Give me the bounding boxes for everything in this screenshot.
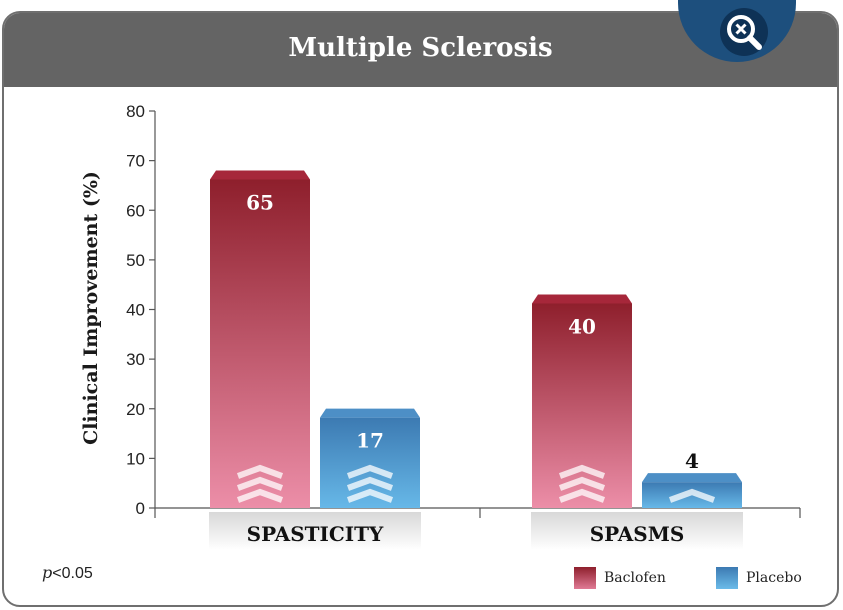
legend-swatch-baclofen xyxy=(574,567,596,589)
y-tick-label: 40 xyxy=(126,301,145,320)
bar-chevron xyxy=(236,488,284,503)
p-symbol: p xyxy=(42,563,53,582)
y-tick-label: 80 xyxy=(126,102,145,121)
data-label: 65 xyxy=(246,190,274,214)
legend-item-baclofen: Baclofen xyxy=(574,566,666,590)
bar-chevron xyxy=(346,476,394,491)
p-value: <0.05 xyxy=(52,565,93,582)
y-tick-label: 10 xyxy=(126,449,145,468)
category-label-backdrop xyxy=(209,512,421,550)
zoom-button[interactable] xyxy=(720,8,768,56)
bar-chevron xyxy=(558,476,606,491)
y-tick-label: 20 xyxy=(126,400,145,419)
bar-cap xyxy=(642,473,742,483)
y-tick-label: 70 xyxy=(126,152,145,171)
bar-chevron xyxy=(236,464,284,479)
page-title: Multiple Sclerosis xyxy=(288,33,553,63)
category-label: SPASMS xyxy=(590,522,685,546)
legend-item-placebo: Placebo xyxy=(716,566,802,590)
legend-swatch-placebo xyxy=(716,567,738,589)
data-label: 17 xyxy=(356,429,384,453)
bar-cap xyxy=(210,170,310,180)
bar-chevron xyxy=(558,464,606,479)
bar-cap xyxy=(320,408,420,418)
bar-cap xyxy=(532,294,632,304)
legend-label-placebo: Placebo xyxy=(746,570,802,586)
bar-baclofen xyxy=(210,179,310,508)
y-tick-label: 30 xyxy=(126,350,145,369)
bar-chevron xyxy=(558,488,606,503)
y-tick-label: 50 xyxy=(126,251,145,270)
bar-chevron xyxy=(346,464,394,479)
category-label: SPASTICITY xyxy=(247,522,384,546)
bar-chevron xyxy=(668,488,716,503)
data-label: 4 xyxy=(685,449,699,473)
bar-chevron xyxy=(236,476,284,491)
y-tick-label: 60 xyxy=(126,201,145,220)
zoom-out-magnifier-icon xyxy=(727,15,762,50)
category-label-backdrop xyxy=(531,512,743,550)
legend-label-baclofen: Baclofen xyxy=(604,570,666,586)
bar-chevron xyxy=(346,488,394,503)
bar-baclofen xyxy=(532,303,632,508)
data-label: 40 xyxy=(568,315,596,339)
y-tick-label: 0 xyxy=(136,499,145,518)
y-axis-label: Clinical Improvement (%) xyxy=(80,171,102,445)
p-value-note: p<0.05 xyxy=(42,563,93,583)
